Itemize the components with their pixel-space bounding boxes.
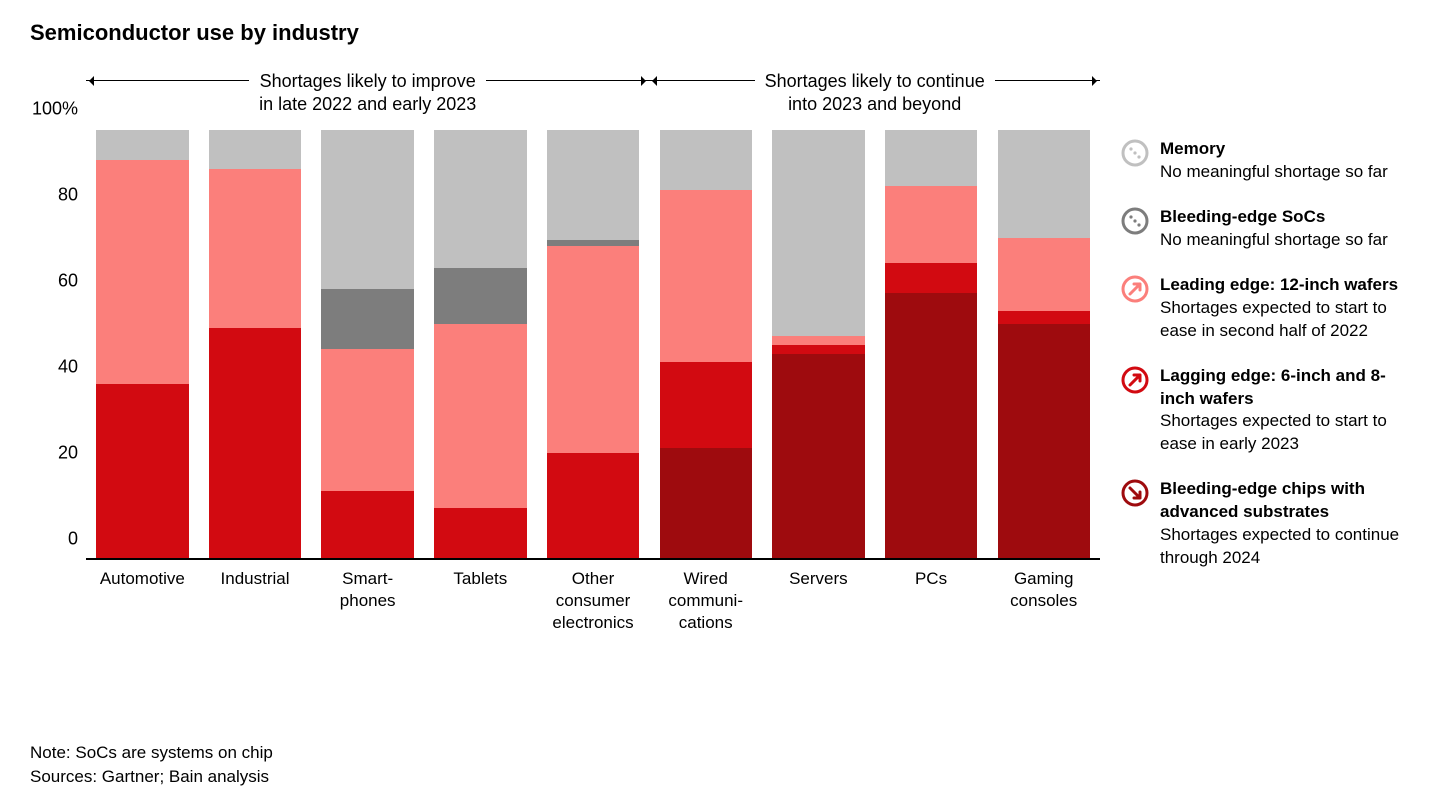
bar-segment [885,186,977,263]
legend-icon [1120,365,1150,400]
bar-segment [885,293,977,560]
y-tick: 40 [58,357,78,378]
x-label: Gaming consoles [987,560,1100,634]
bar-segment [96,130,188,160]
bar-segment [321,130,413,289]
bar-segment [434,268,526,324]
bar-segment [998,238,1090,311]
bar [434,130,526,560]
x-label: PCs [875,560,988,634]
bar [321,130,413,560]
y-axis: 020406080100% [30,130,86,560]
legend-text: Bleeding-edge SoCsNo meaningful shortage… [1160,206,1388,252]
bar-segment [998,324,1090,561]
bar-segment [209,130,301,169]
bar-segment [660,448,752,560]
chart-annotations: Shortages likely to improve in late 2022… [86,70,1100,130]
bar-segment [772,345,864,354]
bar-segment [547,453,639,561]
bar [885,130,977,560]
y-tick: 20 [58,443,78,464]
bar-segment [96,160,188,384]
bar-segment [998,311,1090,324]
bar-segment [321,289,413,349]
legend-icon [1120,206,1150,241]
y-tick: 0 [68,529,78,550]
legend-icon [1120,478,1150,513]
y-tick: 60 [58,271,78,292]
note-text: Note: SoCs are systems on chip [30,741,273,766]
bar-segment [772,336,864,345]
bar-segment [660,362,752,448]
bar-segment [885,263,977,293]
bar-segment [660,190,752,362]
x-label: Other consumer electronics [537,560,650,634]
legend-text: MemoryNo meaningful shortage so far [1160,138,1388,184]
bar-segment [885,130,977,186]
bar-segment [434,508,526,560]
legend-text: Leading edge: 12-inch wafersShortages ex… [1160,274,1410,343]
legend-item: MemoryNo meaningful shortage so far [1120,138,1410,184]
bar-segment [998,130,1090,238]
x-axis-labels: AutomotiveIndustrialSmart- phonesTablets… [86,560,1100,634]
bar-segment [772,130,864,336]
bar-segment [434,324,526,509]
y-tick: 100% [32,99,78,120]
x-label: Smart- phones [311,560,424,634]
bar-segment [772,354,864,560]
bar [660,130,752,560]
x-label: Industrial [199,560,312,634]
bar-segment [96,384,188,560]
chart-annotation: Shortages likely to improve in late 2022… [86,70,649,117]
bar [209,130,301,560]
chart-annotation: Shortages likely to continue into 2023 a… [649,70,1100,117]
legend-icon [1120,274,1150,309]
bar-segment [434,130,526,268]
bar [547,130,639,560]
bar-segment [547,130,639,240]
chart-notes: Note: SoCs are systems on chip Sources: … [30,741,273,790]
bar-segment [321,349,413,491]
y-tick: 80 [58,185,78,206]
plot-area [86,130,1100,560]
source-text: Sources: Gartner; Bain analysis [30,765,273,790]
legend-item: Bleeding-edge chips with advanced substr… [1120,478,1410,570]
legend-text: Bleeding-edge chips with advanced substr… [1160,478,1410,570]
bar-segment [660,130,752,190]
legend: MemoryNo meaningful shortage so far Blee… [1100,70,1410,634]
bar [998,130,1090,560]
page-title: Semiconductor use by industry [30,20,1410,46]
legend-icon [1120,138,1150,173]
chart: Shortages likely to improve in late 2022… [30,70,1100,634]
bar [772,130,864,560]
bar-segment [209,169,301,328]
x-label: Tablets [424,560,537,634]
x-label: Servers [762,560,875,634]
legend-item: Bleeding-edge SoCsNo meaningful shortage… [1120,206,1410,252]
legend-item: Lagging edge: 6-inch and 8-inch wafersSh… [1120,365,1410,457]
bar [96,130,188,560]
legend-text: Lagging edge: 6-inch and 8-inch wafersSh… [1160,365,1410,457]
x-label: Automotive [86,560,199,634]
legend-item: Leading edge: 12-inch wafersShortages ex… [1120,274,1410,343]
x-label: Wired communi- cations [649,560,762,634]
bar-segment [547,246,639,452]
bar-segment [209,328,301,560]
bar-segment [321,491,413,560]
